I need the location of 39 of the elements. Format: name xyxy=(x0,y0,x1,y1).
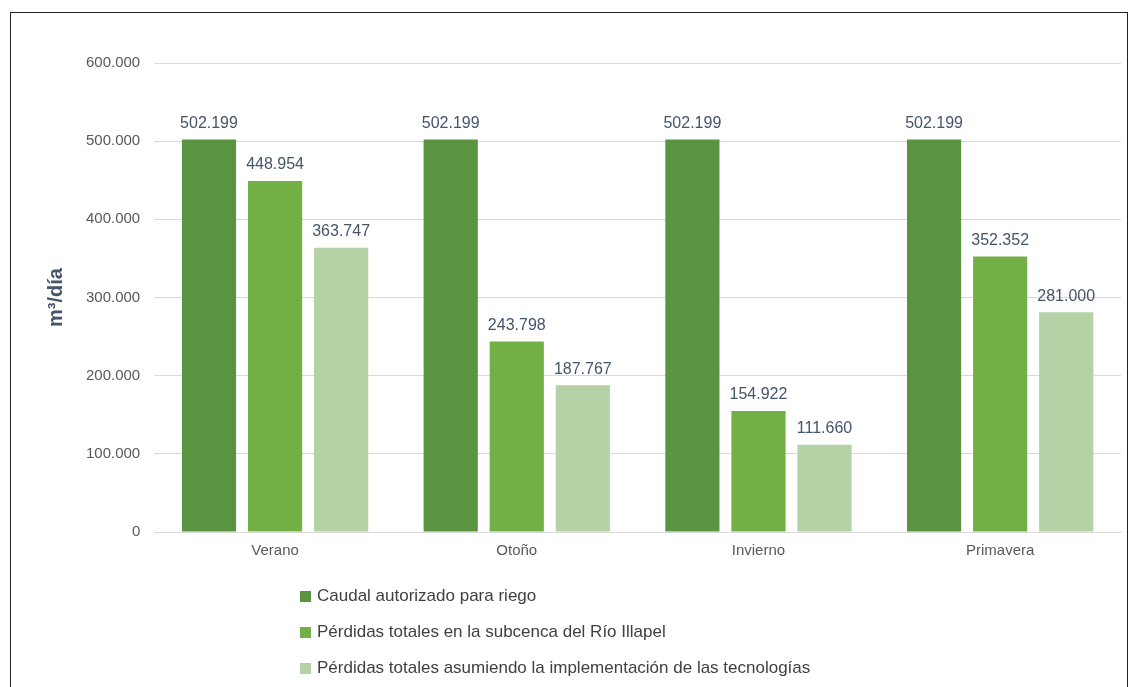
legend-label: Pérdidas totales en la subcenca del Río Illapel xyxy=(317,622,666,642)
bar xyxy=(973,256,1028,532)
y-tick-label: 300.000 xyxy=(85,287,141,305)
x-tick-label: Otoño xyxy=(496,541,538,559)
bar xyxy=(907,139,962,532)
y-tick-label: 100.000 xyxy=(85,443,141,461)
bar xyxy=(314,247,369,532)
y-tick-label: 600.000 xyxy=(85,53,141,71)
bar xyxy=(1039,312,1094,532)
bar xyxy=(555,385,610,532)
bar xyxy=(731,410,786,532)
data-label: 502.199 xyxy=(663,113,722,131)
data-label: 187.767 xyxy=(553,359,612,377)
data-label: 502.199 xyxy=(180,113,239,131)
data-label: 502.199 xyxy=(905,113,964,131)
bar xyxy=(423,139,478,532)
bar xyxy=(797,444,852,532)
data-label: 363.747 xyxy=(312,222,371,240)
bar xyxy=(247,181,303,532)
data-label: 111.660 xyxy=(796,419,853,437)
x-tick-label: Invierno xyxy=(731,541,786,559)
legend-label: Caudal autorizado para riego xyxy=(317,586,537,606)
x-tick-label: Primavera xyxy=(965,541,1035,559)
data-label: 352.352 xyxy=(971,230,1030,248)
data-label: 448.954 xyxy=(246,155,305,173)
x-tick-label: Verano xyxy=(251,541,299,559)
data-label: 243.798 xyxy=(487,315,546,333)
y-tick-label: 500.000 xyxy=(85,131,141,149)
legend-label: Pérdidas totales asumiendo la implementación de las tecnologías xyxy=(317,658,811,678)
y-axis-title: m³/día xyxy=(43,267,66,327)
data-label: 281.000 xyxy=(1037,286,1096,304)
data-label: 154.922 xyxy=(729,385,788,403)
y-tick-label: 400.000 xyxy=(85,209,141,227)
y-tick-label: 0 xyxy=(131,522,141,540)
bar xyxy=(489,341,544,532)
bar xyxy=(181,139,237,532)
data-label: 502.199 xyxy=(421,113,480,131)
y-tick-label: 200.000 xyxy=(85,365,141,383)
bar xyxy=(665,139,720,532)
